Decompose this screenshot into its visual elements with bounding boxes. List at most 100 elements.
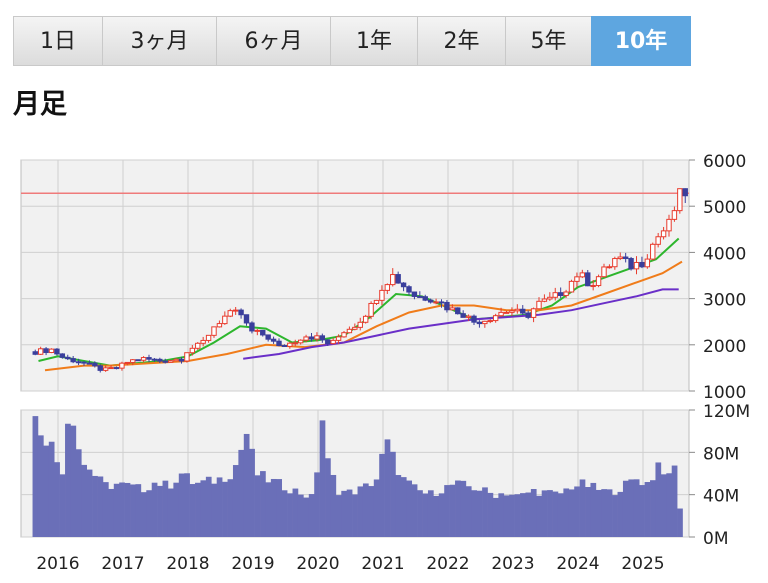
tab-10y[interactable]: 10年 [591,16,691,66]
candle-body [297,339,304,344]
candle-body [606,266,613,269]
candle-body [65,356,71,360]
candle-body [249,322,255,332]
volume-bar [666,473,673,537]
candle-body [655,236,661,245]
candle-body [438,301,445,304]
volume-bar [81,464,88,537]
price-tick-label: 1000 [703,383,746,403]
volume-bar [232,465,239,537]
volume-bar [140,492,147,537]
tab-6m[interactable]: 6ヶ月 [216,16,330,66]
candle-body [520,308,526,314]
volume-bar [352,494,358,537]
tab-1d[interactable]: 1日 [13,16,102,66]
x-tick-label: 2021 [361,554,404,574]
volume-bar [568,489,575,537]
candle-body [612,258,618,268]
candle-body [557,292,564,297]
volume-bar [308,494,315,537]
volume-bar [238,449,245,537]
x-tick-label: 2025 [621,554,664,574]
volume-bar [265,482,272,537]
volume-bar [427,490,434,537]
candle-body [211,326,217,336]
candle-body [644,258,651,268]
candle-body [189,347,196,354]
candle-body [552,292,558,298]
volume-bar [346,489,353,537]
volume-bar [357,486,364,537]
candle-body [362,315,369,323]
volume-tick-label: 40M [703,487,739,507]
volume-bar [503,495,510,537]
candle-body [660,230,667,238]
volume-bar [54,462,60,537]
tab-3m[interactable]: 3ヶ月 [102,16,216,66]
candle-body [59,353,66,358]
volume-bar [146,490,153,537]
candle-body [357,321,363,328]
volume-bar [43,445,50,537]
candle-body [97,365,103,371]
volume-bar [563,488,570,537]
volume-bar [541,490,548,537]
volume-bar [514,494,521,537]
volume-bar [108,488,115,537]
volume-bar [444,485,450,537]
tab-1y[interactable]: 1年 [330,16,417,66]
candle-body [124,361,131,364]
candle-body [633,261,640,270]
candle-body [509,310,515,313]
tab-2y[interactable]: 2年 [417,16,505,66]
volume-bar [557,493,564,537]
volume-bar [460,480,467,537]
volume-bar [314,472,320,537]
candle-body [130,359,136,363]
price-tick-label: 2000 [703,337,746,357]
candle-body [411,291,418,297]
volume-bar [97,476,104,537]
volume-bar [319,420,326,537]
volume-bar [465,486,472,537]
candle-body [525,312,531,318]
candle-body [48,348,55,354]
candle-body [417,295,423,298]
x-tick-label: 2018 [166,554,209,574]
candle-body [585,272,591,287]
volume-bar [254,475,261,537]
candle-body [563,291,569,297]
candle-body [81,361,87,364]
candle-body [287,342,293,347]
x-tick-label: 2016 [36,554,79,574]
volume-y-axis: 120M 80M 40M 0M [689,402,750,549]
candle-body [243,314,250,324]
volume-bar [595,489,602,537]
period-tabs: 1日 3ヶ月 6ヶ月 1年 2年 5年 10年 [13,16,691,66]
volume-bar [422,493,429,537]
volume-bar [216,477,223,537]
volume-bar [303,497,310,537]
volume-bar [167,488,174,537]
tab-5y[interactable]: 5年 [505,16,591,66]
candle-body [498,311,504,317]
candle-body [330,339,336,345]
volume-bar [650,480,656,537]
volume-bar [205,476,212,537]
candle-body [265,334,271,340]
candle-body [579,272,586,278]
volume-bar [92,475,98,537]
candle-body [314,335,320,340]
volume-bar [622,480,629,537]
candle-body [232,309,239,312]
volume-bar [65,423,71,537]
candle-body [140,357,147,361]
volume-bar [677,508,683,537]
volume-bar [525,492,532,537]
volume-bar [655,462,662,537]
volume-bar [292,488,299,537]
candle-body [682,188,688,197]
candle-body [530,308,537,318]
volume-bar [195,482,201,537]
candle-body [482,320,488,325]
